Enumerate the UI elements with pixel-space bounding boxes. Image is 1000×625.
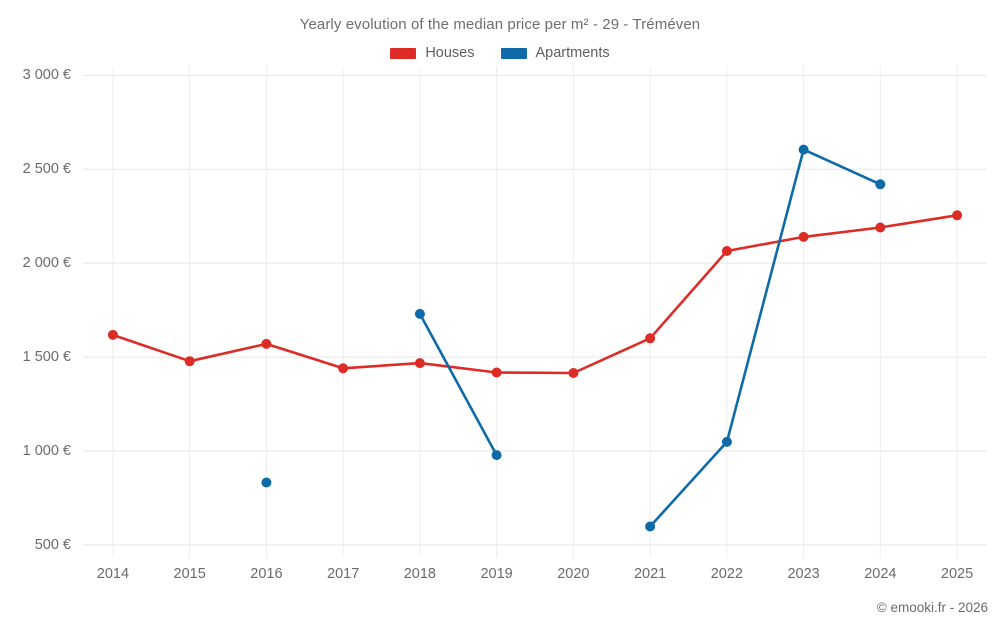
- data-point-apartments-2022[interactable]: [721, 436, 732, 447]
- x-axis-tick-2019: 2019: [480, 566, 513, 582]
- legend-label-houses: Houses: [425, 45, 475, 61]
- legend-item-houses[interactable]: Houses: [390, 45, 475, 61]
- data-point-houses-2021[interactable]: [645, 333, 656, 344]
- y-axis-tick-500: 500 €: [34, 536, 71, 553]
- data-point-houses-2024[interactable]: [875, 222, 886, 233]
- data-point-apartments-2023[interactable]: [798, 144, 809, 155]
- data-point-apartments-2018[interactable]: [414, 308, 425, 319]
- data-point-houses-2020[interactable]: [568, 368, 579, 378]
- data-point-houses-2017[interactable]: [338, 363, 349, 374]
- data-point-houses-2014[interactable]: [107, 329, 118, 340]
- y-axis-tick-2500: 2 500 €: [22, 161, 71, 178]
- y-axis-tick-3000: 3 000 €: [22, 67, 71, 84]
- legend-swatch-houses: [390, 47, 417, 59]
- x-axis-tick-2025: 2025: [940, 566, 974, 582]
- legend-item-apartments[interactable]: Apartments: [500, 45, 610, 61]
- chart-legend: Houses Apartments: [0, 45, 1000, 61]
- y-axis-tick-1000: 1 000 €: [22, 442, 71, 459]
- data-point-apartments-2024[interactable]: [875, 179, 886, 190]
- x-axis-tick-2018: 2018: [403, 566, 436, 582]
- footer-credit: © emooki.fr - 2026: [876, 600, 988, 615]
- data-point-houses-2022[interactable]: [721, 246, 732, 256]
- x-axis-tick-2020: 2020: [557, 566, 590, 582]
- data-point-apartments-2019[interactable]: [491, 450, 502, 461]
- data-point-apartments-2016[interactable]: [261, 477, 272, 488]
- chart-title: Yearly evolution of the median price per…: [299, 16, 701, 33]
- data-point-houses-2025[interactable]: [952, 210, 963, 221]
- x-axis-tick-2017: 2017: [327, 566, 360, 582]
- x-axis-tick-2015: 2015: [173, 566, 206, 582]
- data-point-houses-2015[interactable]: [184, 356, 195, 367]
- x-axis-tick-2016: 2016: [250, 566, 283, 582]
- data-point-houses-2019[interactable]: [491, 367, 502, 378]
- data-point-houses-2018[interactable]: [414, 358, 425, 369]
- legend-label-apartments: Apartments: [535, 45, 610, 61]
- x-axis-tick-2024: 2024: [864, 566, 897, 582]
- data-point-houses-2023[interactable]: [798, 231, 809, 242]
- data-point-apartments-2021[interactable]: [645, 521, 656, 532]
- y-axis-tick-2000: 2 000 €: [22, 255, 71, 272]
- x-axis-tick-2021: 2021: [633, 566, 667, 582]
- x-axis-tick-2023: 2023: [787, 566, 820, 582]
- y-axis-tick-1500: 1 500 €: [22, 349, 71, 366]
- x-axis-tick-2022: 2022: [710, 566, 743, 582]
- x-axis-tick-2014: 2014: [96, 566, 130, 582]
- legend-swatch-apartments: [500, 47, 527, 59]
- data-point-houses-2016[interactable]: [261, 338, 272, 349]
